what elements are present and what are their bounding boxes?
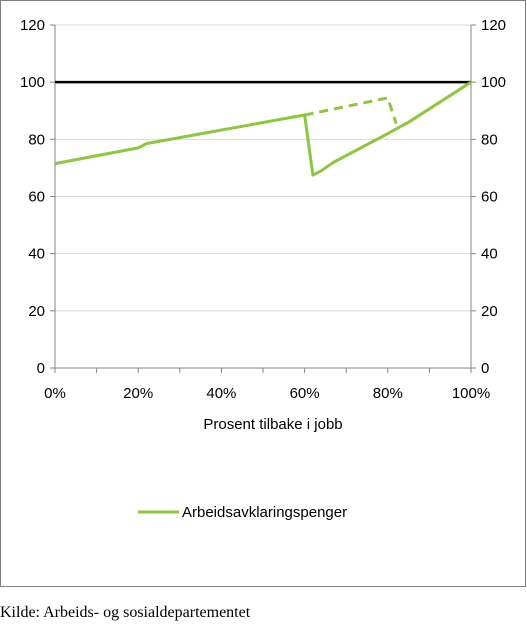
- x-tick-label: 100%: [452, 385, 490, 402]
- y-tick-label: 80: [28, 131, 45, 148]
- y-tick-label-right: 120: [481, 17, 506, 34]
- y-tick-label-right: 40: [481, 246, 498, 263]
- y-tick-label-right: 60: [481, 189, 498, 206]
- x-axis-title: Prosent tilbake i jobb: [203, 416, 342, 433]
- source-note: Kilde: Arbeids- og sosialdepartementet: [0, 604, 251, 621]
- y-tick-label: 120: [20, 17, 45, 34]
- y-tick-label: 100: [20, 74, 45, 91]
- y-tick-label-right: 100: [481, 74, 506, 91]
- x-tick-label: 60%: [290, 385, 320, 402]
- y-tick-label-right: 0: [481, 360, 489, 377]
- y-tick-label-right: 20: [481, 303, 498, 320]
- chart-svg: 0 0 20 20 40 40 60 60 80 80 100 100 120 120 0% 20% 40% 60…: [20, 17, 506, 521]
- y-tick-label: 40: [28, 246, 45, 263]
- x-tick-label: 80%: [373, 385, 403, 402]
- x-tick-label: 0%: [44, 385, 66, 402]
- series-line: [54, 80, 472, 177]
- y-tick-label-right: 80: [481, 131, 498, 148]
- y-tick-label: 0: [37, 360, 45, 377]
- legend-label: Arbeidsavklaringspenger: [182, 504, 347, 521]
- chart-frame: 0 0 20 20 40 40 60 60 80 80 100 100 120 120 0% 20% 40% 60…: [0, 0, 526, 587]
- y-tick-label: 20: [28, 303, 45, 320]
- x-tick-label: 40%: [206, 385, 236, 402]
- x-tick-label: 20%: [123, 385, 153, 402]
- y-tick-label: 60: [28, 189, 45, 206]
